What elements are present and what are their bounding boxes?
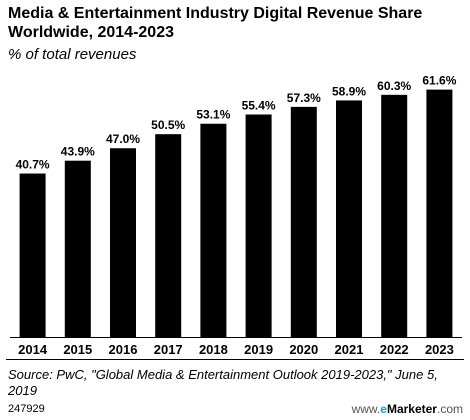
chart-subtitle: % of total revenues (8, 46, 137, 63)
x-tick-2022: 2022 (380, 342, 409, 357)
chart-title: Media & Entertainment Industry Digital R… (8, 5, 423, 41)
data-label-2017: 50.5% (151, 118, 185, 132)
data-label-2022: 60.3% (377, 79, 411, 93)
x-tick-2015: 2015 (63, 342, 92, 357)
bar-chart: 40.7% 2014 43.9% 2015 47.0% 2016 50.5% 2017 53.1… (6, 74, 464, 360)
bar-2014 (19, 173, 46, 337)
source-note: Source: PwC, "Global Media & Entertainme… (8, 367, 438, 398)
bar-2018 (200, 123, 227, 337)
data-label-2014: 40.7% (16, 158, 50, 172)
x-tick-2020: 2020 (289, 342, 318, 357)
bar-2019 (245, 114, 272, 337)
data-label-2019: 55.4% (242, 99, 276, 113)
x-tick-2023: 2023 (425, 342, 454, 357)
data-label-2020: 57.3% (287, 91, 321, 105)
x-tick-2018: 2018 (199, 342, 228, 357)
data-label-2016: 47.0% (106, 132, 140, 146)
bar-2023 (426, 89, 453, 338)
x-tick-2016: 2016 (109, 342, 138, 357)
bar-2022 (381, 94, 408, 337)
bar-2017 (155, 134, 182, 337)
data-label-2018: 53.1% (196, 108, 230, 122)
bar-2021 (336, 100, 362, 337)
bar-2020 (290, 106, 317, 337)
data-label-2021: 58.9% (332, 84, 366, 98)
bar-2015 (64, 160, 91, 337)
x-tick-2017: 2017 (154, 342, 183, 357)
data-label-2023: 61.6% (422, 74, 456, 88)
x-tick-2021: 2021 (335, 342, 364, 357)
x-tick-2014: 2014 (18, 342, 48, 357)
x-tick-2019: 2019 (244, 342, 273, 357)
data-label-2015: 43.9% (61, 145, 95, 159)
chart-id: 247929 (8, 403, 45, 415)
emarketer-logo: www.eMarketer.com (351, 402, 463, 416)
bar-2016 (110, 148, 136, 337)
